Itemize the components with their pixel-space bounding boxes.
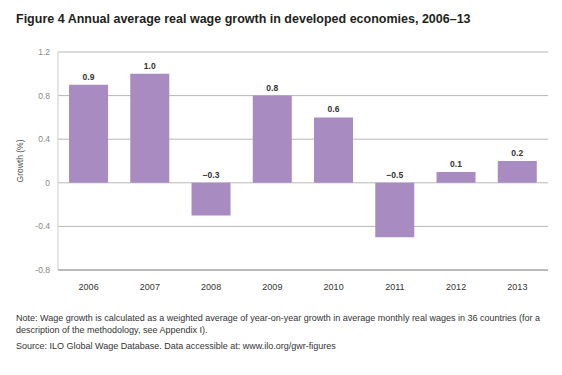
svg-text:2012: 2012 <box>446 282 466 292</box>
html-text:Figure 4 Annual average real w: Figure 4 Annual average real wage growth… <box>16 12 471 26</box>
svg-text:2008: 2008 <box>201 282 221 292</box>
svg-text:2009: 2009 <box>262 282 282 292</box>
svg-text:0.2: 0.2 <box>511 148 523 158</box>
svg-text:−0.3: −0.3 <box>203 170 220 180</box>
svg-text:2013: 2013 <box>507 282 527 292</box>
svg-text:-0.8: -0.8 <box>35 265 50 275</box>
svg-text:1.0: 1.0 <box>144 61 156 71</box>
svg-text:Growth (%): Growth (%) <box>15 139 25 182</box>
svg-text:0.4: 0.4 <box>38 134 50 144</box>
svg-text:2011: 2011 <box>385 282 404 292</box>
svg-text:0.8: 0.8 <box>38 91 50 101</box>
svg-text:0.1: 0.1 <box>450 159 462 169</box>
svg-text:0: 0 <box>45 178 50 188</box>
svg-text:-0.4: -0.4 <box>35 221 50 231</box>
html-text:Source: ILO Global Wage Databa: Source: ILO Global Wage Database. Data a… <box>16 341 336 351</box>
svg-text:−0.5: −0.5 <box>386 170 403 180</box>
svg-text:1.2: 1.2 <box>38 47 50 57</box>
svg-text:0.9: 0.9 <box>83 72 95 82</box>
svg-text:2006: 2006 <box>79 282 99 292</box>
svg-text:2010: 2010 <box>324 282 344 292</box>
svg-text:0.8: 0.8 <box>266 83 278 93</box>
html-text:Note: Wage growth is calculate: Note: Wage growth is calculated as a wei… <box>16 313 540 335</box>
svg-text:2007: 2007 <box>140 282 160 292</box>
svg-text:0.6: 0.6 <box>328 104 340 114</box>
